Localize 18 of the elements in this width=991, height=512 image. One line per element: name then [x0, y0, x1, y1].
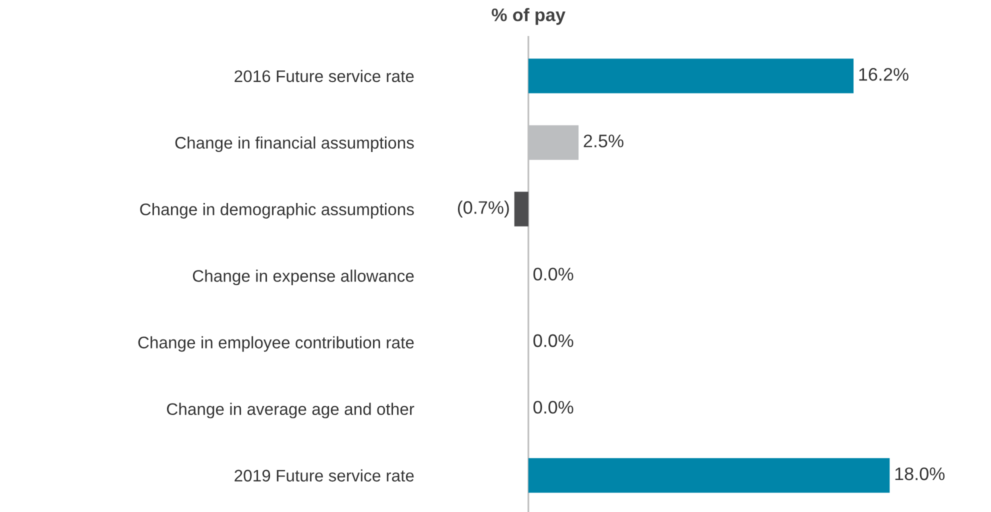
bar [528, 58, 854, 94]
y-tick-label: Change in demographic assumptions [140, 203, 414, 219]
data-label: 0.0% [533, 334, 574, 348]
y-tick-label: Change in employee contribution rate [138, 336, 414, 352]
y-tick-label: 2016 Future service rate [234, 70, 414, 82]
data-label: 0.0% [533, 268, 574, 281]
data-label: 18.0% [895, 467, 945, 480]
data-label: 2.5% [584, 134, 624, 148]
data-label: 0.0% [533, 400, 574, 414]
data-label: (0.7%) [458, 200, 509, 218]
y-tick-label: Change in expense allowance [192, 270, 414, 286]
bar [514, 192, 528, 226]
data-label: 16.2% [859, 68, 908, 81]
y-tick-label: 2019 Future service rate [234, 469, 414, 482]
y-tick-label: Change in average age and other [166, 402, 414, 418]
y-tick-label: Change in financial assumptions [175, 136, 414, 152]
chart-title: % of pay [492, 8, 566, 25]
bar [528, 458, 890, 493]
